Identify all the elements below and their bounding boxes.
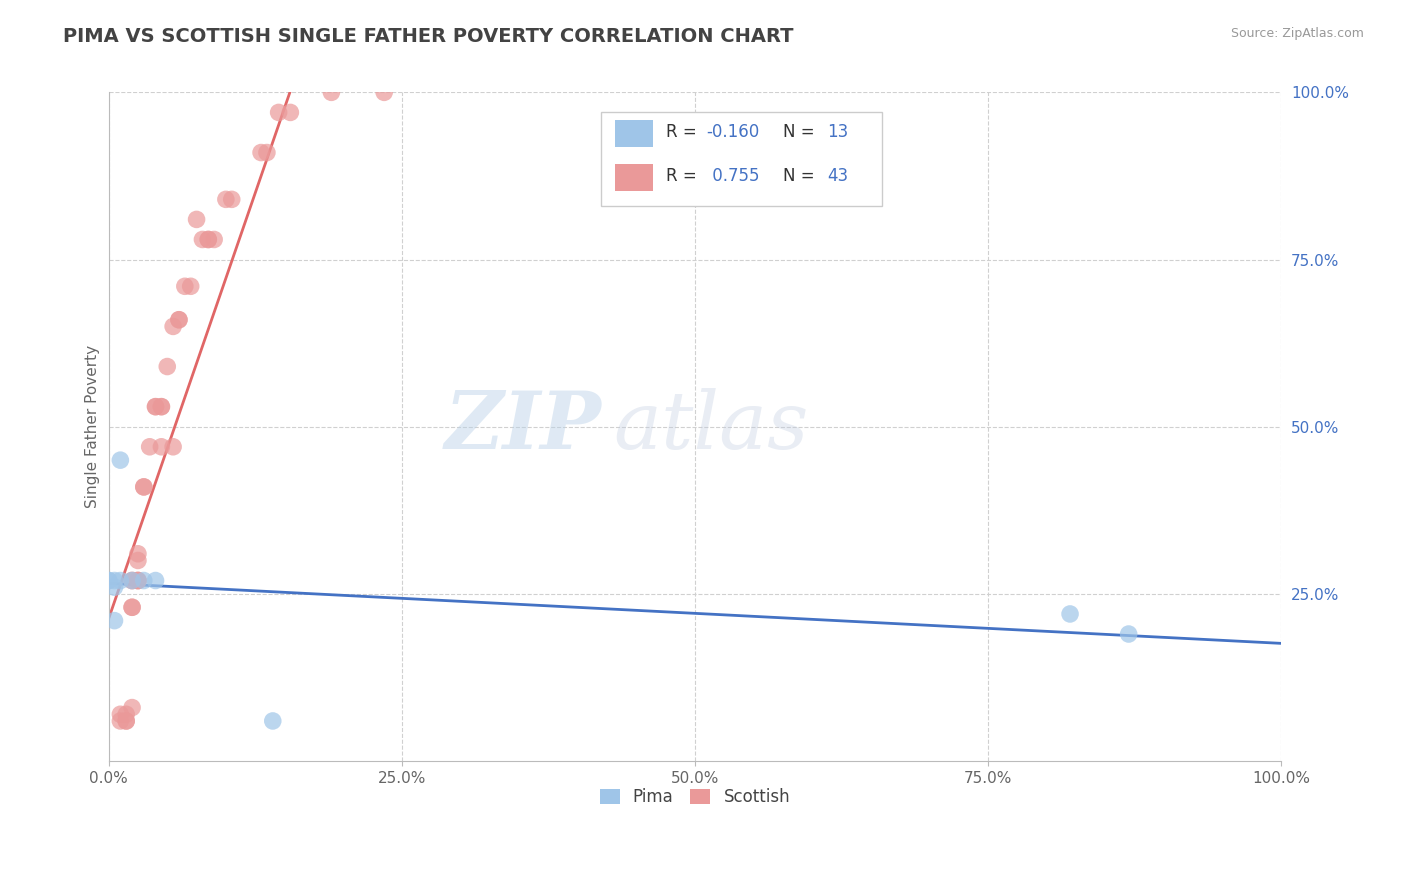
Point [215, 192, 238, 206]
Point [373, 86, 395, 100]
Point [121, 574, 143, 588]
Point [221, 192, 243, 206]
Point [103, 580, 125, 594]
Point [197, 232, 219, 246]
Point [103, 614, 125, 628]
Point [127, 553, 149, 567]
Point [145, 574, 167, 588]
Point [1118, 627, 1140, 641]
Point [115, 714, 138, 728]
Point [132, 480, 155, 494]
Text: N =: N = [783, 123, 820, 142]
Point [262, 714, 284, 728]
Text: 43: 43 [827, 167, 848, 185]
Point [197, 232, 219, 246]
Point [256, 145, 278, 160]
Point [162, 440, 184, 454]
FancyBboxPatch shape [616, 164, 652, 191]
Point [150, 440, 173, 454]
Text: R =: R = [665, 123, 702, 142]
Point [121, 574, 143, 588]
Point [150, 400, 173, 414]
Point [103, 574, 125, 588]
Point [167, 312, 190, 326]
Point [110, 707, 132, 722]
Point [280, 105, 302, 120]
Point [250, 145, 273, 160]
Point [145, 400, 167, 414]
Point [321, 86, 343, 100]
Point [110, 453, 132, 467]
Point [167, 312, 190, 326]
Point [132, 574, 155, 588]
Text: ZIP: ZIP [444, 388, 602, 466]
Point [127, 574, 149, 588]
Point [1059, 607, 1081, 621]
Point [162, 319, 184, 334]
Point [121, 600, 143, 615]
Point [127, 574, 149, 588]
Text: -0.160: -0.160 [707, 123, 759, 142]
Point [115, 714, 138, 728]
Point [121, 700, 143, 714]
Point [97, 574, 120, 588]
Point [150, 400, 173, 414]
FancyBboxPatch shape [602, 112, 883, 206]
Point [110, 574, 132, 588]
Point [127, 547, 149, 561]
Text: PIMA VS SCOTTISH SINGLE FATHER POVERTY CORRELATION CHART: PIMA VS SCOTTISH SINGLE FATHER POVERTY C… [63, 27, 794, 45]
Point [186, 212, 208, 227]
Point [156, 359, 179, 374]
Legend: Pima, Scottish: Pima, Scottish [593, 781, 797, 813]
Point [145, 400, 167, 414]
Text: R =: R = [665, 167, 702, 185]
Point [97, 574, 120, 588]
Text: 0.755: 0.755 [707, 167, 759, 185]
Point [138, 440, 160, 454]
Point [267, 105, 290, 120]
Point [115, 707, 138, 722]
Point [121, 600, 143, 615]
Text: 13: 13 [827, 123, 849, 142]
FancyBboxPatch shape [616, 120, 652, 147]
Point [121, 574, 143, 588]
Point [180, 279, 202, 293]
Text: Source: ZipAtlas.com: Source: ZipAtlas.com [1230, 27, 1364, 40]
Y-axis label: Single Father Poverty: Single Father Poverty [86, 345, 100, 508]
Point [110, 714, 132, 728]
Point [132, 480, 155, 494]
Text: atlas: atlas [613, 388, 808, 466]
Point [191, 232, 214, 246]
Text: N =: N = [783, 167, 820, 185]
Point [173, 279, 195, 293]
Point [202, 232, 225, 246]
Point [127, 574, 149, 588]
